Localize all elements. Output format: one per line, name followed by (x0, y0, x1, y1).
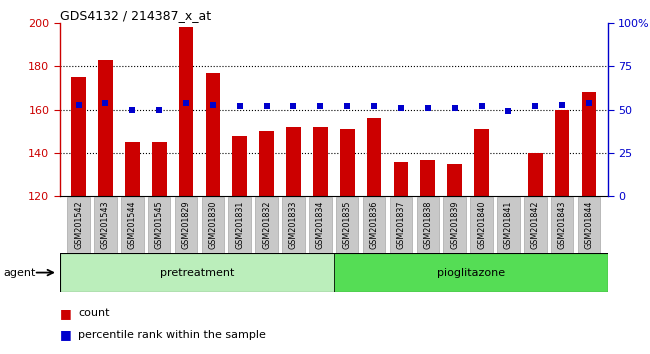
Point (127, 107, 138, 113)
Text: count: count (78, 308, 109, 318)
Bar (98, 60, 113, 196)
Text: GSM201837: GSM201837 (396, 200, 406, 249)
FancyBboxPatch shape (229, 197, 251, 252)
Text: GSM201839: GSM201839 (450, 200, 459, 249)
Text: GSM201844: GSM201844 (584, 201, 593, 249)
FancyBboxPatch shape (470, 197, 493, 252)
Text: GSM201838: GSM201838 (423, 201, 432, 249)
Point (181, 100, 191, 105)
Text: pretreatment: pretreatment (160, 268, 234, 278)
Text: ■: ■ (60, 328, 72, 341)
Bar (152, 142, 166, 196)
Point (289, 103, 299, 109)
Point (449, 105, 460, 111)
FancyBboxPatch shape (282, 197, 305, 252)
FancyBboxPatch shape (175, 197, 198, 252)
FancyBboxPatch shape (551, 197, 573, 252)
Bar (233, 136, 247, 196)
Text: ■: ■ (60, 307, 72, 320)
FancyBboxPatch shape (94, 197, 117, 252)
Text: GSM201831: GSM201831 (235, 201, 244, 249)
Bar (474, 129, 489, 196)
Text: GSM201543: GSM201543 (101, 200, 110, 249)
Text: GSM201841: GSM201841 (504, 201, 513, 249)
Bar (554, 110, 569, 196)
Point (369, 103, 379, 109)
Point (422, 105, 433, 111)
Text: GDS4132 / 214387_x_at: GDS4132 / 214387_x_at (60, 9, 211, 22)
Text: agent: agent (3, 268, 36, 278)
Point (208, 102, 218, 107)
FancyBboxPatch shape (68, 197, 90, 252)
Bar (340, 129, 355, 196)
Bar (393, 162, 408, 196)
FancyBboxPatch shape (148, 197, 170, 252)
FancyBboxPatch shape (334, 253, 608, 292)
FancyBboxPatch shape (578, 197, 600, 252)
FancyBboxPatch shape (389, 197, 412, 252)
FancyBboxPatch shape (255, 197, 278, 252)
Text: GSM201832: GSM201832 (262, 200, 271, 249)
FancyBboxPatch shape (121, 197, 144, 252)
Point (342, 103, 352, 109)
Point (100, 100, 110, 105)
Text: GSM201542: GSM201542 (74, 200, 83, 249)
Text: GSM201545: GSM201545 (155, 200, 164, 249)
FancyBboxPatch shape (202, 197, 224, 252)
FancyBboxPatch shape (443, 197, 466, 252)
Point (396, 105, 406, 111)
Bar (259, 131, 274, 196)
Text: percentile rank within the sample: percentile rank within the sample (78, 330, 266, 339)
FancyBboxPatch shape (497, 197, 519, 252)
Point (73, 102, 84, 107)
Point (530, 103, 540, 109)
FancyBboxPatch shape (363, 197, 385, 252)
Bar (125, 142, 140, 196)
Text: GSM201829: GSM201829 (181, 200, 190, 249)
Point (261, 103, 272, 109)
Text: GSM201840: GSM201840 (477, 201, 486, 249)
Point (584, 100, 594, 105)
Point (476, 103, 487, 109)
Bar (582, 92, 596, 196)
Bar (528, 153, 543, 196)
Text: GSM201835: GSM201835 (343, 200, 352, 249)
Text: GSM201842: GSM201842 (531, 200, 540, 249)
FancyBboxPatch shape (60, 253, 334, 292)
Bar (179, 27, 194, 196)
Bar (313, 127, 328, 196)
Bar (286, 127, 301, 196)
Bar (205, 73, 220, 196)
FancyBboxPatch shape (417, 197, 439, 252)
Bar (367, 118, 382, 196)
Text: GSM201834: GSM201834 (316, 201, 325, 249)
FancyBboxPatch shape (524, 197, 547, 252)
Text: pioglitazone: pioglitazone (437, 268, 505, 278)
FancyBboxPatch shape (336, 197, 359, 252)
Point (315, 103, 326, 109)
Text: GSM201830: GSM201830 (209, 201, 217, 249)
Bar (421, 160, 435, 196)
Point (503, 109, 514, 114)
Point (557, 102, 567, 107)
Text: GSM201843: GSM201843 (558, 201, 567, 249)
Bar (72, 77, 86, 196)
Point (235, 103, 245, 109)
Text: GSM201833: GSM201833 (289, 201, 298, 249)
Text: GSM201836: GSM201836 (370, 201, 378, 249)
Point (154, 107, 164, 113)
Text: GSM201544: GSM201544 (128, 200, 136, 249)
FancyBboxPatch shape (309, 197, 332, 252)
Bar (447, 164, 462, 196)
